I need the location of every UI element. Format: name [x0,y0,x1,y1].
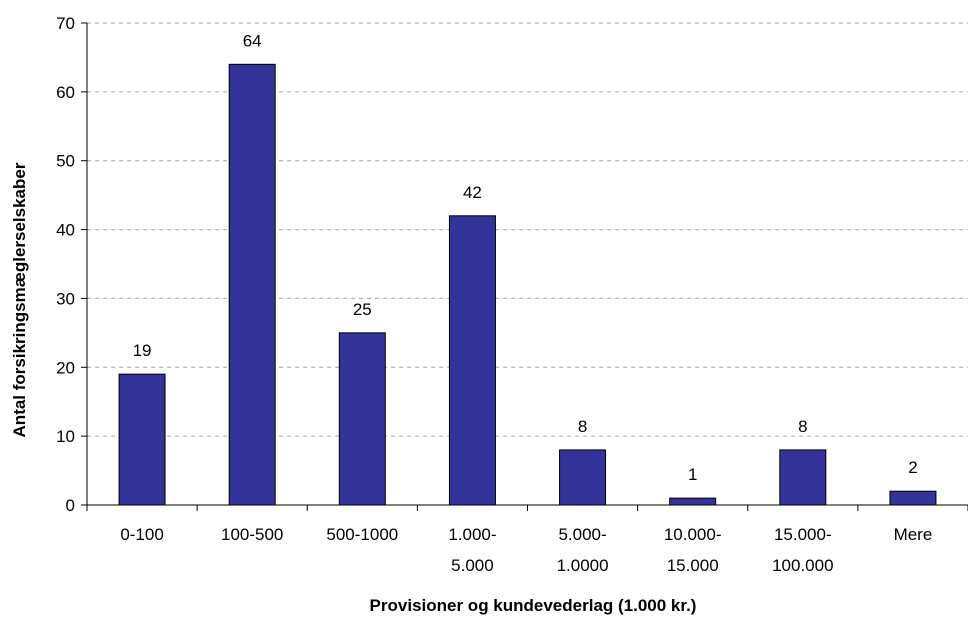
gridlines [87,22,968,437]
x-tick-label: 1.000- [448,525,496,544]
y-tick-label: 70 [56,14,75,33]
data-label: 64 [243,31,262,50]
y-axis-title: Antal forsikringsmæglerselskaber [10,162,29,437]
y-tick-label: 0 [66,496,75,515]
x-tick-label: 10.000- [664,525,722,544]
y-tick-label: 30 [56,289,75,308]
x-axis-title: Provisioner og kundevederlag (1.000 kr.) [370,596,697,615]
x-tick-label: 1.0000 [557,556,609,575]
data-label: 8 [798,417,807,436]
x-tick-label: 100-500 [221,525,283,544]
bars [118,63,937,506]
bar-6 [779,449,827,506]
x-tick-label: 0-100 [120,525,163,544]
x-tick-label: 100.000 [772,556,833,575]
x-tick-label: 5.000- [558,525,606,544]
x-tick-label: 5.000 [451,556,494,575]
y-tick-label: 50 [56,152,75,171]
bar-7 [889,490,937,506]
x-tick-label: 500-1000 [326,525,398,544]
y-tick-label: 20 [56,358,75,377]
bar-4 [559,449,607,506]
data-label: 42 [463,183,482,202]
bar-2 [338,332,386,506]
data-label: 25 [353,300,372,319]
x-tick-label: 15.000 [667,556,719,575]
axes [81,22,968,511]
y-tick-labels: 0 10 20 30 40 50 60 70 [56,14,75,515]
bar-3 [448,215,496,506]
data-label: 8 [578,417,587,436]
bar-0 [118,373,166,506]
data-label: 2 [908,458,917,477]
x-tick-label: Mere [894,525,933,544]
data-labels: 19 64 25 42 8 1 8 2 [133,31,918,484]
bar-5 [669,497,717,506]
bar-1 [228,63,276,506]
y-tick-label: 10 [56,427,75,446]
y-tick-label: 40 [56,221,75,240]
x-tick-label: 15.000- [774,525,832,544]
x-tick-labels: 0-100 100-500 500-1000 1.000- 5.000 5.000- 1.0… [120,525,932,575]
y-tick-label: 60 [56,83,75,102]
data-label: 19 [133,341,152,360]
data-label: 1 [688,465,697,484]
